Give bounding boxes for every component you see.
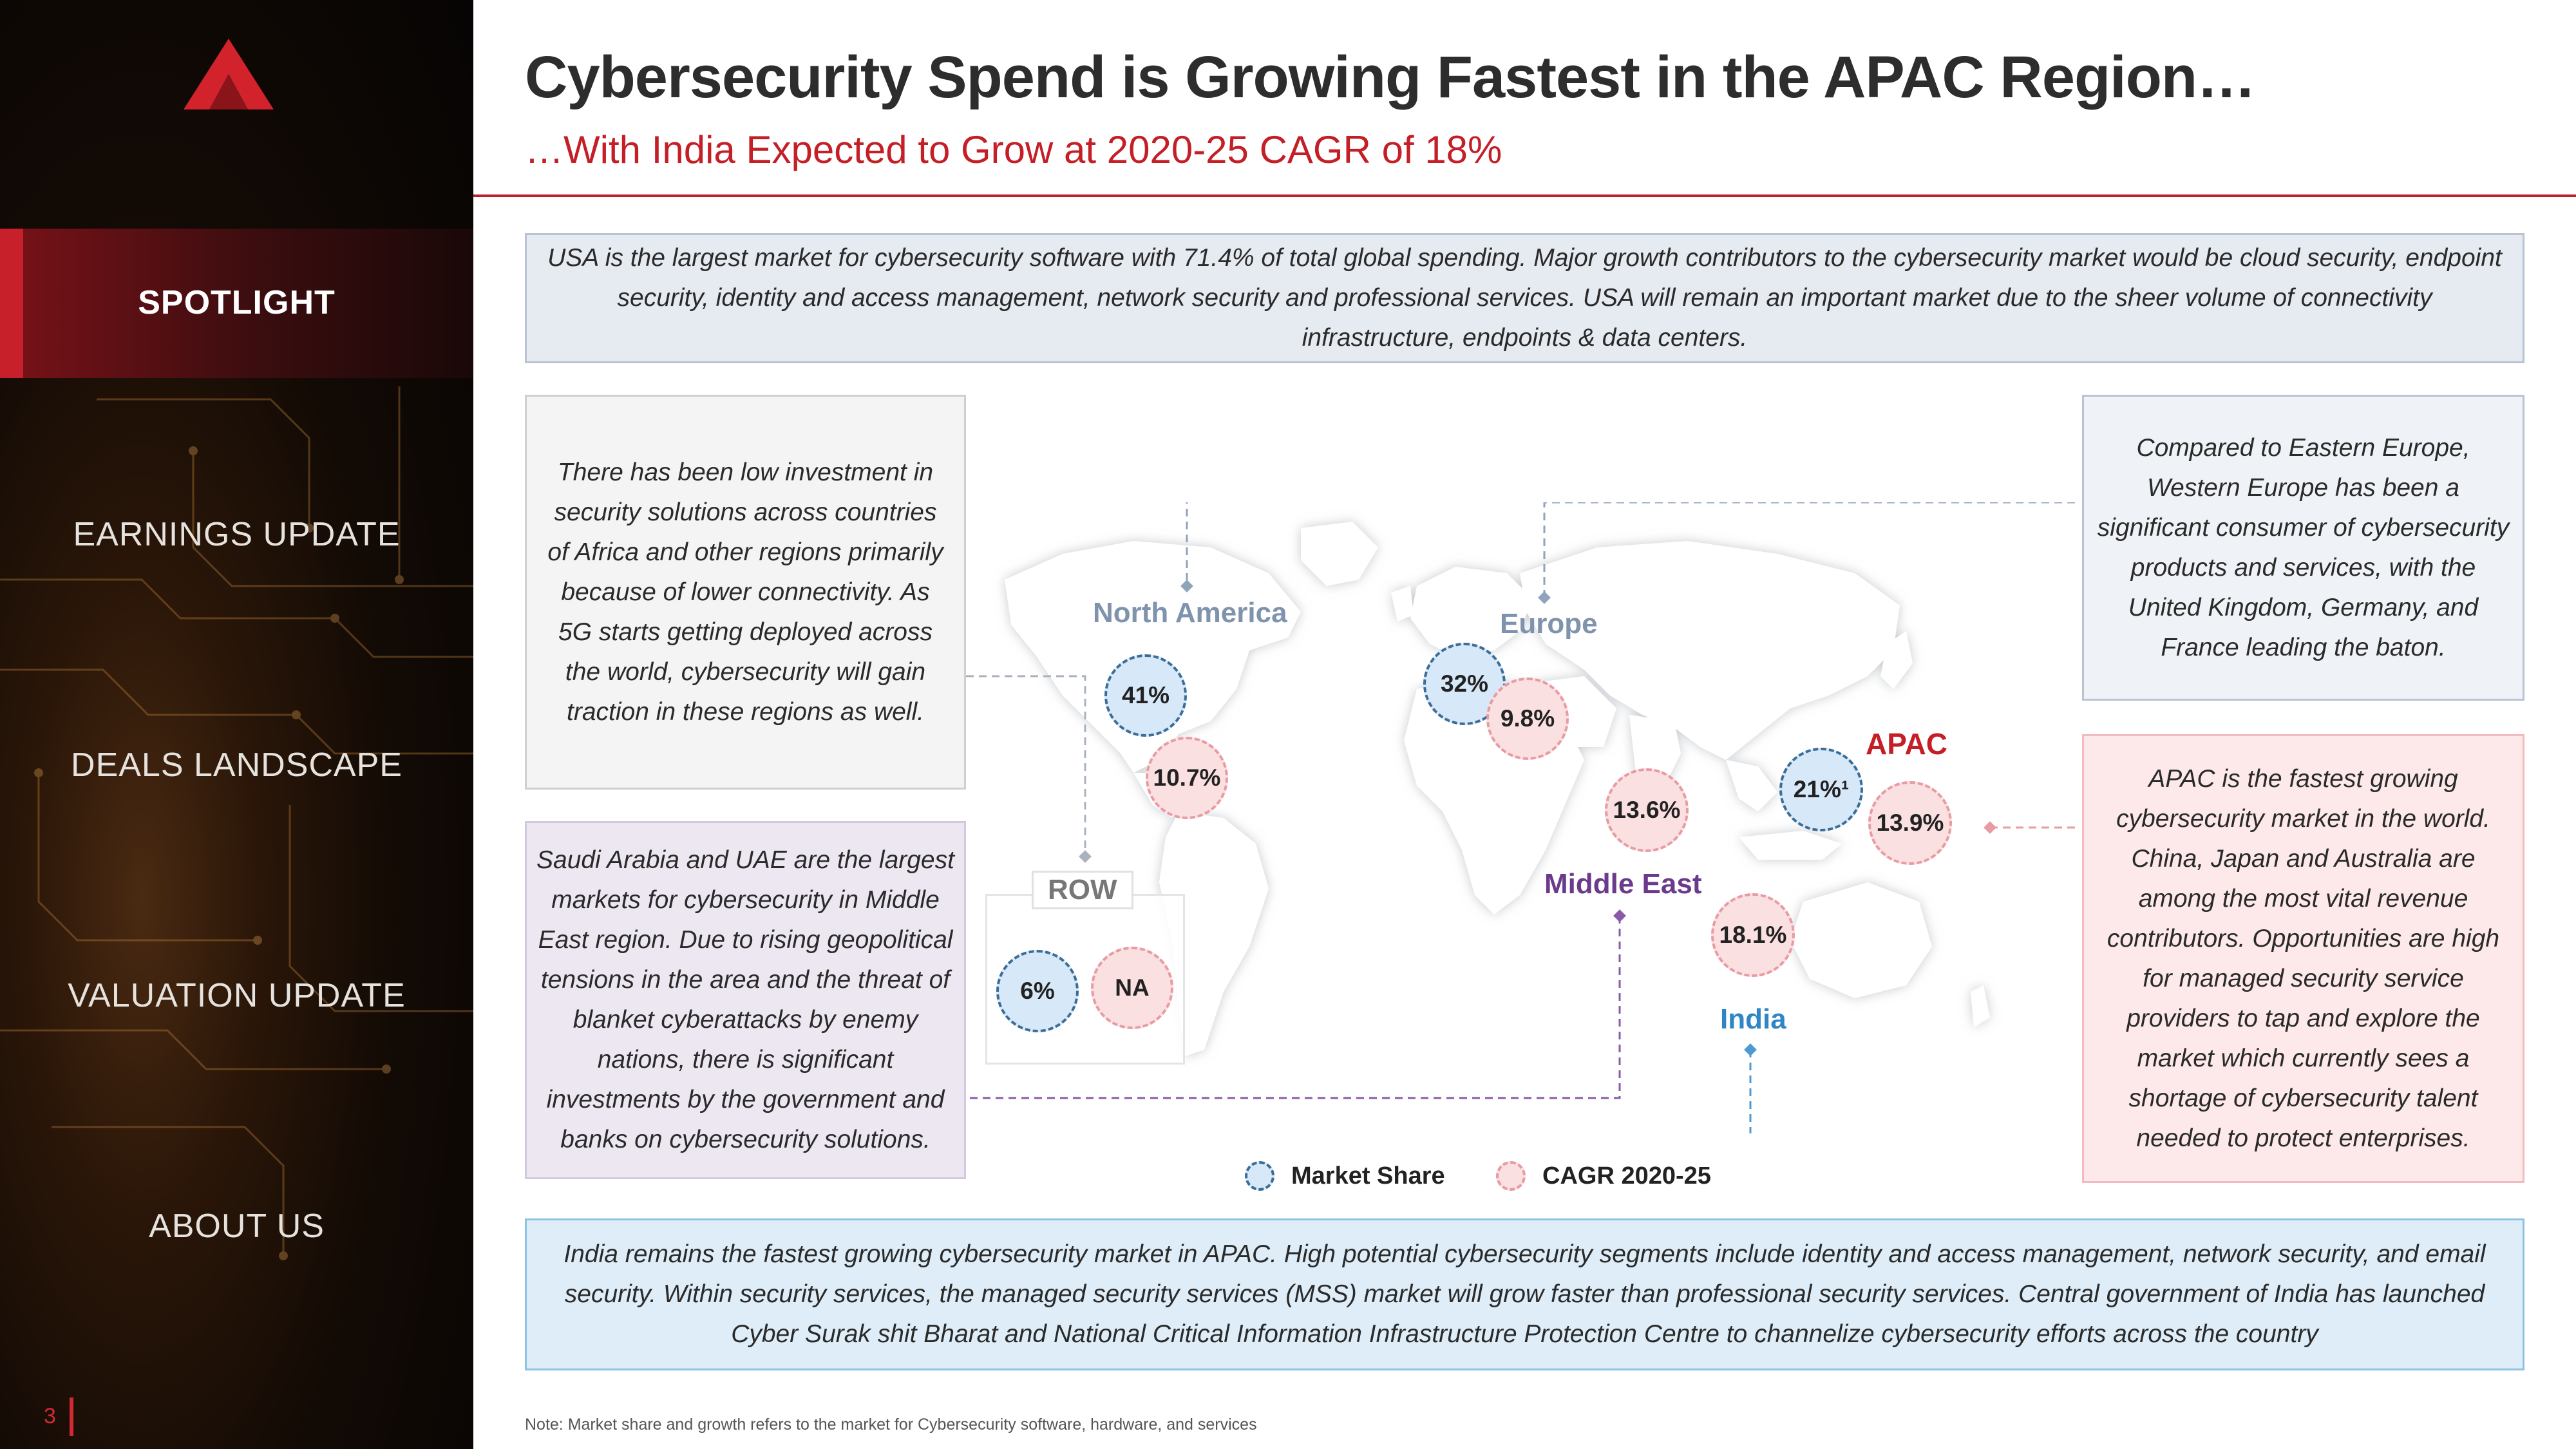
legend-cagr-swatch bbox=[1496, 1161, 1526, 1191]
region-label-middle-east: Middle East bbox=[1544, 868, 1702, 900]
legend-cagr: CAGR 2020-25 bbox=[1496, 1161, 1711, 1191]
active-nav-band bbox=[0, 229, 473, 378]
nav-item-valuation-update[interactable]: VALUATION UPDATE bbox=[68, 977, 406, 1014]
legend-market-share: Market Share bbox=[1245, 1161, 1445, 1191]
nav-item-earnings-update[interactable]: EARNINGS UPDATE bbox=[73, 516, 401, 553]
india-callout: India remains the fastest growing cybers… bbox=[525, 1218, 2524, 1370]
page-number-marker bbox=[70, 1397, 73, 1436]
india-cagr-bubble: 18.1% bbox=[1711, 893, 1795, 977]
row-share-bubble: 6% bbox=[996, 950, 1079, 1032]
middle-east-cagr-bubble: 13.6% bbox=[1605, 768, 1689, 852]
region-label-apac: APAC bbox=[1866, 727, 1947, 761]
apac-share-bubble: 21%¹ bbox=[1779, 748, 1863, 831]
page-number: 3 bbox=[44, 1404, 56, 1428]
page-title: Cybersecurity Spend is Growing Fastest i… bbox=[525, 44, 2256, 110]
north-america-cagr-bubble: 10.7% bbox=[1146, 737, 1228, 819]
region-label-india: India bbox=[1720, 1003, 1786, 1035]
legend-share-swatch bbox=[1245, 1161, 1274, 1191]
nav-item-spotlight[interactable]: SPOTLIGHT bbox=[138, 284, 336, 321]
brand-logo bbox=[184, 39, 274, 109]
circuit-background bbox=[0, 386, 473, 1260]
region-label-europe: Europe bbox=[1500, 608, 1598, 639]
nav-item-deals-landscape[interactable]: DEALS LANDSCAPE bbox=[71, 746, 402, 784]
middle-east-callout: Saudi Arabia and UAE are the largest mar… bbox=[525, 821, 966, 1179]
footnote: Note: Market share and growth refers to … bbox=[525, 1416, 1257, 1434]
sidebar: SPOTLIGHT EARNINGS UPDATE DEALS LANDSCAP… bbox=[0, 0, 473, 1449]
region-label-north-america: North America bbox=[1093, 597, 1287, 629]
active-nav-marker bbox=[0, 229, 23, 378]
africa-callout: There has been low investment in securit… bbox=[525, 395, 966, 790]
page-subtitle: …With India Expected to Grow at 2020-25 … bbox=[525, 128, 1502, 171]
legend-share-label: Market Share bbox=[1291, 1162, 1445, 1189]
apac-cagr-bubble: 13.9% bbox=[1868, 781, 1952, 865]
europe-cagr-bubble: 9.8% bbox=[1486, 677, 1569, 760]
region-label-row: ROW bbox=[1032, 871, 1133, 909]
legend-cagr-label: CAGR 2020-25 bbox=[1542, 1162, 1711, 1189]
usa-callout: USA is the largest market for cybersecur… bbox=[525, 233, 2524, 363]
europe-callout: Compared to Eastern Europe, Western Euro… bbox=[2082, 395, 2524, 701]
header-divider bbox=[473, 194, 2576, 197]
row-cagr-bubble: NA bbox=[1091, 947, 1173, 1029]
apac-callout: APAC is the fastest growing cybersecurit… bbox=[2082, 734, 2524, 1183]
north-america-share-bubble: 41% bbox=[1104, 654, 1187, 737]
nav-item-about-us[interactable]: ABOUT US bbox=[149, 1208, 325, 1245]
europe-share-bubble: 32% bbox=[1423, 643, 1506, 725]
